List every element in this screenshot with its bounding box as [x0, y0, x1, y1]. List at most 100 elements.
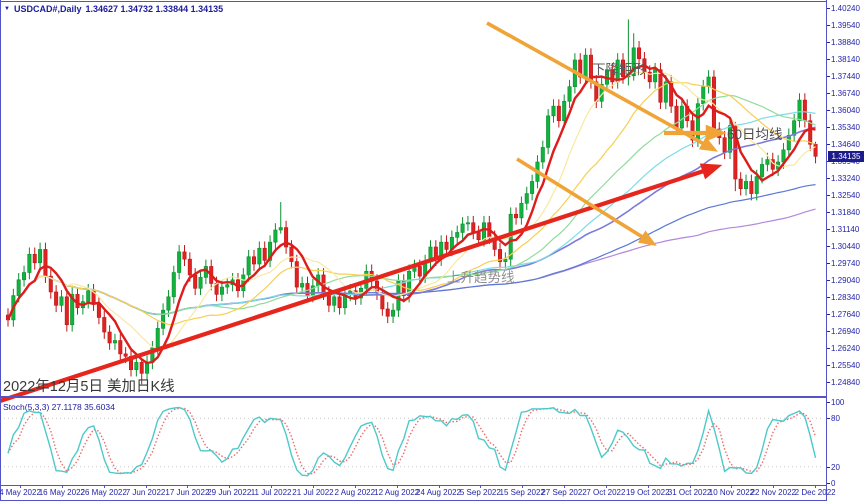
- axis-separator: [826, 0, 827, 501]
- date-tick-label: 29 Jun 2022: [207, 488, 252, 497]
- price-tick-mark: [827, 93, 830, 94]
- price-tick-label: 1.25540: [831, 360, 860, 370]
- price-tick-mark: [827, 212, 830, 214]
- date-tick-label: 7 Jun 2022: [125, 488, 166, 497]
- price-tick-label: 1.31140: [831, 224, 860, 234]
- panel-separator[interactable]: [0, 396, 865, 398]
- stoch-tick-label: 100: [831, 398, 845, 407]
- date-caption-text: 2022年12月5日 美加日K线: [3, 379, 175, 395]
- price-tick-label: 1.36740: [831, 88, 860, 98]
- price-tick-label: 1.39540: [831, 20, 860, 30]
- date-tick-mark: [396, 485, 398, 488]
- date-tick-mark: [103, 485, 105, 488]
- ma-48-line: [7, 111, 816, 321]
- price-tick-label: 1.26940: [831, 326, 860, 336]
- price-tick-mark: [827, 8, 830, 9]
- chevron-down-icon[interactable]: ▼: [4, 6, 10, 12]
- right-axis-column[interactable]: [827, 0, 865, 501]
- date-tick-label: 5 Sep 2022: [459, 488, 501, 497]
- left-border: [0, 0, 1, 501]
- price-tick-label: 1.35340: [831, 122, 860, 132]
- stoch-tick-label: 80: [831, 414, 840, 424]
- date-tick-label: 31 Oct 2022: [667, 488, 712, 497]
- candlestick-chart-canvas[interactable]: [0, 0, 827, 403]
- date-tick-label: 12 Aug 2022: [374, 488, 420, 497]
- stoch-tick-label: 0: [831, 479, 836, 488]
- price-tick-mark: [827, 382, 830, 384]
- date-tick-label: 27 Sep 2022: [541, 488, 587, 497]
- stoch-tick-mark: [827, 466, 830, 468]
- descending-channel-upper[interactable]: [486, 21, 719, 152]
- price-tick-label: 1.27640: [831, 309, 860, 319]
- date-tick-mark: [187, 485, 189, 488]
- price-tick-label: 1.31840: [831, 207, 860, 217]
- price-tick-mark: [827, 348, 830, 350]
- price-tick-label: 1.40240: [831, 3, 860, 13]
- price-tick-label: 1.28340: [831, 292, 860, 302]
- date-tick-mark: [438, 485, 440, 488]
- price-tick-mark: [827, 127, 830, 129]
- date-tick-mark: [731, 485, 733, 488]
- price-tick-mark: [827, 280, 830, 282]
- price-tick-label: 1.26240: [831, 343, 860, 353]
- date-tick-label: 21 Jul 2022: [292, 488, 334, 497]
- price-tick-label: 1.34640: [831, 139, 860, 149]
- date-tick-label: 24 Aug 2022: [416, 488, 461, 497]
- price-tick-label: 1.29740: [831, 258, 860, 268]
- stoch-k-line: [7, 406, 817, 477]
- date-tick-mark: [815, 485, 817, 488]
- date-tick-mark: [229, 485, 231, 488]
- ma-lines-layer: [6, 63, 816, 365]
- date-tick-mark: [312, 485, 314, 488]
- date-tick-label: 19 Oct 2022: [625, 488, 670, 497]
- price-tick-mark: [827, 331, 830, 333]
- stoch-tick-mark: [827, 483, 830, 484]
- price-tick-label: 1.29040: [831, 275, 860, 285]
- rising-trendline[interactable]: [0, 163, 723, 403]
- date-tick-mark: [773, 485, 775, 488]
- date-tick-mark: [20, 485, 21, 488]
- chart-title: ▼ USDCAD#,Daily 1.34627 1.34732 1.33844 …: [4, 4, 223, 14]
- price-tick-label: 1.38140: [831, 54, 860, 64]
- price-tick-mark: [827, 263, 830, 265]
- stochastic-indicator-canvas[interactable]: [0, 400, 827, 485]
- stoch-tick-mark: [827, 402, 830, 403]
- date-tick-mark: [271, 485, 273, 488]
- price-tick-mark: [827, 365, 830, 367]
- ma-24-line: [7, 81, 816, 326]
- date-tick-label: 2 Aug 2022: [334, 488, 376, 497]
- candles-layer: [6, 19, 818, 385]
- date-tick-mark: [61, 485, 63, 488]
- price-tick-label: 1.36040: [831, 105, 860, 115]
- date-tick-label: 10 Nov 2022: [708, 488, 755, 497]
- symbol-timeframe-label: USDCAD#,Daily: [13, 4, 82, 14]
- date-tick-label: 16 May 2022: [38, 488, 85, 497]
- price-tick-label: 1.37440: [831, 71, 860, 81]
- ma-6-line: [6, 63, 816, 365]
- date-tick-mark: [522, 485, 524, 488]
- date-tick-mark: [689, 485, 691, 488]
- price-tick-mark: [827, 229, 830, 231]
- date-tick-mark: [354, 485, 356, 488]
- ohlc-values-label: 1.34627 1.34732 1.33844 1.34135: [85, 4, 224, 14]
- price-tick-mark: [827, 178, 830, 180]
- stoch-tick-mark: [827, 418, 830, 420]
- top-border: [0, 1, 865, 2]
- date-tick-label: 22 Nov 2022: [750, 488, 796, 497]
- price-tick-mark: [827, 246, 830, 248]
- date-tick-label: 26 May 2022: [80, 488, 127, 497]
- date-tick-mark: [145, 485, 147, 488]
- price-tick-label: 1.24840: [831, 377, 860, 387]
- price-tick-label: 1.38840: [831, 37, 860, 47]
- stoch-tick-label: 20: [831, 462, 840, 472]
- date-tick-mark: [480, 485, 482, 488]
- price-tick-mark: [827, 314, 830, 316]
- price-tick-mark: [827, 42, 830, 43]
- price-tick-label: 1.32540: [831, 190, 860, 200]
- current-price-tag: 1.34135: [828, 150, 864, 162]
- descending-channel-lower[interactable]: [516, 157, 657, 247]
- price-tick-label: 1.30440: [831, 241, 860, 251]
- date-tick-label: 7 Oct 2022: [586, 488, 626, 497]
- date-tick-label: 17 Jun 2022: [165, 488, 210, 497]
